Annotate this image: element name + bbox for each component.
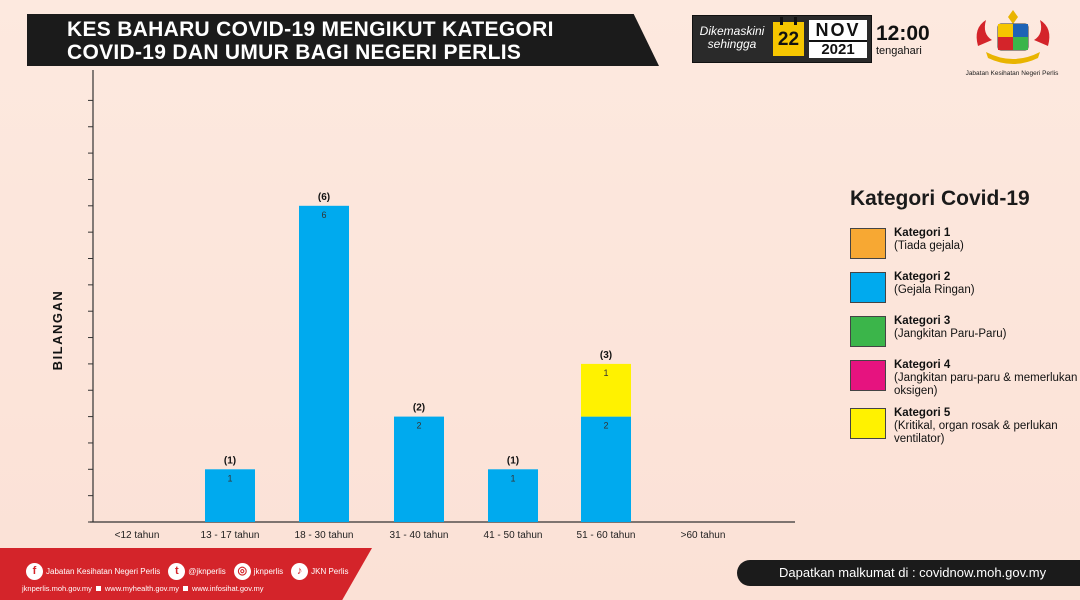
twitter-icon: t xyxy=(168,563,186,580)
legend-name: Kategori 4 xyxy=(894,359,951,371)
legend-name: Kategori 3 xyxy=(894,315,951,327)
bar-value-label: 1 xyxy=(603,368,608,378)
site-separator xyxy=(95,586,101,591)
legend-desc: (Jangkitan paru-paru & memerlukan oksige… xyxy=(894,372,1078,397)
legend-text: Kategori 5 (Kritikal, organ rosak & perlu… xyxy=(894,407,1080,446)
crest-label: Jabatan Kesihatan Negeri Perlis xyxy=(965,70,1059,77)
legend-title: Kategori Covid-19 xyxy=(850,187,1030,210)
bar-kategori-5 xyxy=(581,363,631,417)
state-crest-icon xyxy=(976,10,1050,64)
legend-swatch xyxy=(850,272,886,303)
bar-value-label: 2 xyxy=(416,421,421,431)
bar-total-label: (1) xyxy=(507,455,519,466)
x-tick-label: 41 - 50 tahun xyxy=(484,530,543,541)
bar-chart: BILANGAN <12 tahun 13 - 17 tahun 1 (1) 18 - 3… xyxy=(50,70,795,541)
bar-total-label: (6) xyxy=(318,192,330,203)
legend-name: Kategori 5 xyxy=(894,407,951,419)
legend-desc: (Gejala Ringan) xyxy=(894,284,975,296)
update-year: 2021 xyxy=(809,40,867,58)
update-time: 12:00 xyxy=(876,22,930,45)
update-box: Dikemaskini sehingga 22 NOV 2021 xyxy=(692,15,872,63)
x-tick-label: >60 tahun xyxy=(681,530,726,541)
social-label: @jknperlis xyxy=(188,567,226,576)
social-label: Jabatan Kesihatan Negeri Perlis xyxy=(46,567,161,576)
title-banner: KES BAHARU COVID-19 MENGIKUT KATEGORI CO… xyxy=(27,14,659,66)
update-day: 22 xyxy=(773,17,804,56)
social-label: jknperlis xyxy=(253,567,284,576)
bar-kategori-2 xyxy=(394,416,444,522)
social-link[interactable]: f Jabatan Kesihatan Negeri Perlis xyxy=(26,563,160,580)
x-tick-label: <12 tahun xyxy=(115,530,160,541)
legend-swatch xyxy=(850,316,886,347)
social-row: f Jabatan Kesihatan Negeri Perlis t @jknper… xyxy=(26,563,356,580)
legend-desc: (Kritikal, organ rosak & perlukan ventil… xyxy=(894,420,1058,445)
bar-kategori-2 xyxy=(581,416,631,522)
footer-social-bar: f Jabatan Kesihatan Negeri Perlis t @jknper… xyxy=(0,548,372,600)
bar-total-label: (3) xyxy=(600,350,612,361)
legend-name: Kategori 2 xyxy=(894,271,951,283)
legend-swatch xyxy=(850,228,886,259)
title-line-2: COVID-19 DAN UMUR BAGI NEGERI PERLIS xyxy=(67,41,522,64)
legend-name: Kategori 1 xyxy=(894,227,951,239)
legend-text: Kategori 3 (Jangkitan Paru-Paru) xyxy=(894,315,1080,341)
legend-desc: (Tiada gejala) xyxy=(894,240,964,252)
bar-total-label: (1) xyxy=(224,455,236,466)
social-label: JKN Perlis xyxy=(311,567,349,576)
bar-kategori-2 xyxy=(299,205,349,523)
bar-value-label: 6 xyxy=(321,210,326,220)
site-link[interactable]: www.infosihat.gov.my xyxy=(191,584,264,593)
title-line-1: KES BAHARU COVID-19 MENGIKUT KATEGORI xyxy=(67,18,554,41)
facebook-icon: f xyxy=(26,563,43,580)
bar-kategori-2 xyxy=(488,469,538,522)
site-link[interactable]: jknperlis.moh.gov.my xyxy=(22,584,92,593)
bar-value-label: 2 xyxy=(603,421,608,431)
bar-total-label: (2) xyxy=(413,403,425,414)
legend-swatch xyxy=(850,408,886,439)
update-time-suffix: tengahari xyxy=(876,45,922,57)
social-link[interactable]: t @jknperlis xyxy=(168,563,226,580)
legend-desc: (Jangkitan Paru-Paru) xyxy=(894,328,1007,340)
bar-kategori-2 xyxy=(205,469,255,522)
legend-swatch xyxy=(850,360,886,391)
legend-text: Kategori 1 (Tiada gejala) xyxy=(894,227,1080,253)
x-tick-label: 51 - 60 tahun xyxy=(577,530,636,541)
x-tick-label: 13 - 17 tahun xyxy=(201,530,260,541)
update-month-year: NOV 2021 xyxy=(809,20,867,58)
bar-value-label: 1 xyxy=(227,473,232,483)
update-label-line-2: sehingga xyxy=(707,37,757,51)
instagram-icon: ◎ xyxy=(233,563,251,580)
legend-text: Kategori 4 (Jangkitan paru-paru & memerlu… xyxy=(894,359,1080,398)
update-label: Dikemaskini sehingga xyxy=(697,25,767,51)
site-row: jknperlis.moh.gov.my www.myhealth.gov.my w… xyxy=(22,584,264,593)
legend-text: Kategori 2 (Gejala Ringan) xyxy=(894,271,1080,297)
x-tick-label: 18 - 30 tahun xyxy=(295,530,354,541)
y-axis-label: BILANGAN xyxy=(50,290,65,371)
update-month: NOV xyxy=(815,20,861,40)
footer-info-bar: Dapatkan malkumat di : covidnow.moh.gov.… xyxy=(737,560,1080,586)
site-separator xyxy=(182,586,188,591)
tiktok-icon: ♪ xyxy=(291,563,309,580)
update-label-line-1: Dikemaskini xyxy=(699,24,765,38)
x-tick-label: 31 - 40 tahun xyxy=(390,530,449,541)
site-link[interactable]: www.myhealth.gov.my xyxy=(104,584,179,593)
bar-value-label: 1 xyxy=(510,473,515,483)
social-link[interactable]: ♪ JKN Perlis xyxy=(291,563,348,580)
social-link[interactable]: ◎ jknperlis xyxy=(233,563,284,580)
